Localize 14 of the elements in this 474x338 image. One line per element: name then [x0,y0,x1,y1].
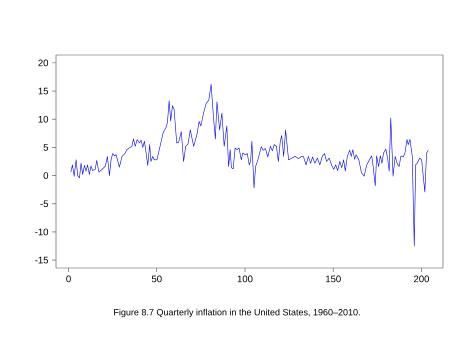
y-tick-label: 0 [44,172,48,179]
y-tick-label: 20 [38,60,48,66]
y-tick-label: -15 [35,256,48,264]
x-tick-label: 150 [326,276,341,282]
y-tick-label: 5 [44,144,48,151]
x-tick-label: 100 [238,276,253,282]
x-tick-label: 0 [66,276,71,282]
y-tick-label: -10 [35,228,48,236]
y-tick-label: -5 [40,200,48,208]
caption: Figure 8.7 Quarterly inflation in the United States, 1960–2010. [114,308,360,318]
x-tick-label: 50 [152,276,162,282]
y-tick-label: 15 [38,88,48,94]
y-tick-label: 10 [38,116,48,123]
x-tick-label: 200 [414,276,430,282]
